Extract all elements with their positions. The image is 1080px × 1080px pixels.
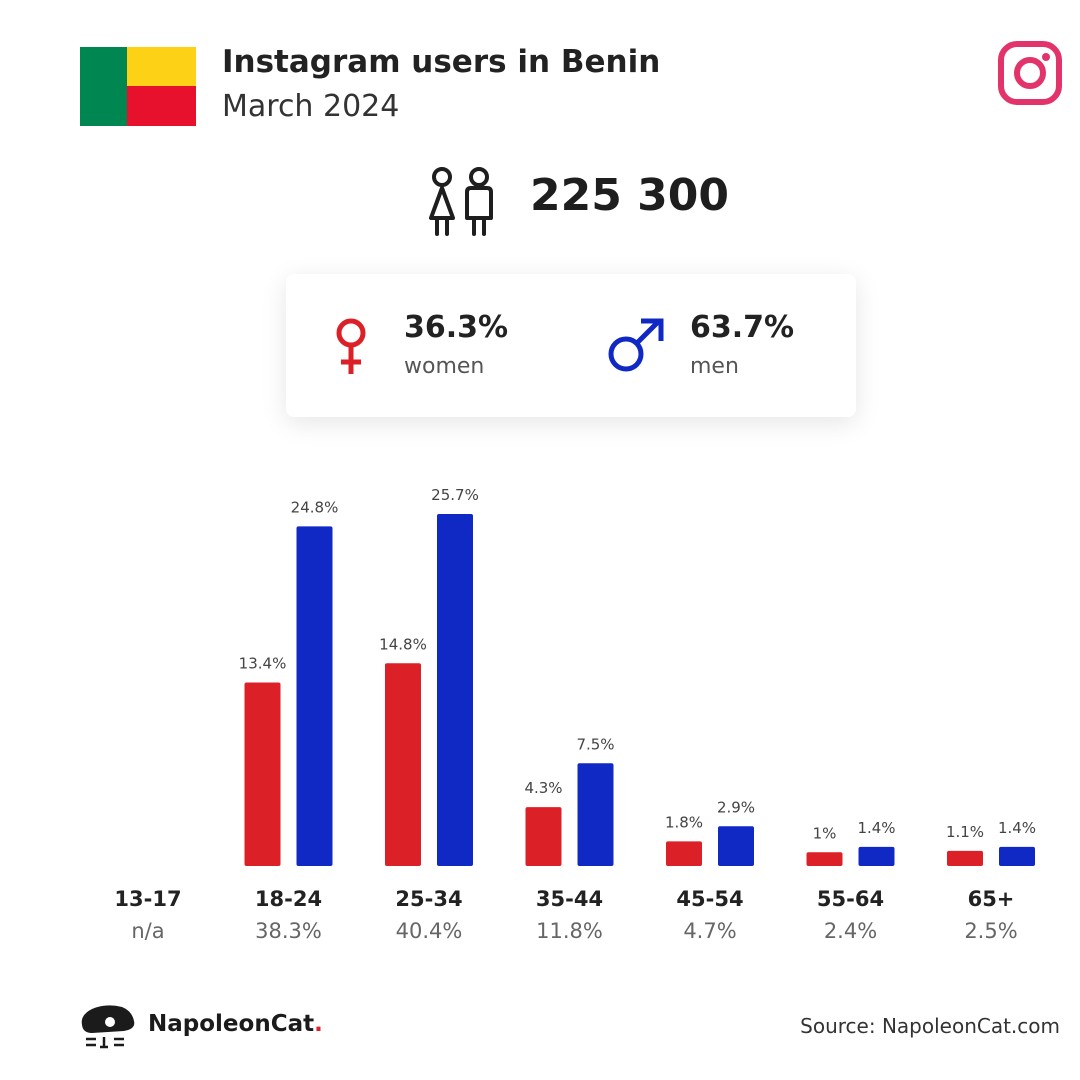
benin-flag (80, 47, 196, 126)
data-label-women-65plus: 1.1% (946, 823, 984, 841)
total-users-value: 225 300 (530, 170, 730, 221)
bar-women-65plus (947, 850, 983, 866)
age-category-label-55-64: 55-64 (817, 887, 884, 911)
source-credit: Source: NapoleonCat.com (800, 1014, 1060, 1038)
data-label-men-25-34: 25.7% (431, 486, 479, 504)
age-category-total-13-17: n/a (131, 919, 164, 943)
data-label-women-55-64: 1% (813, 824, 837, 842)
page-subtitle: March 2024 (222, 89, 400, 124)
age-category-label-35-44: 35-44 (536, 887, 603, 911)
brand-name: NapoleonCat. (148, 1011, 323, 1037)
flag-yellow-stripe (127, 47, 196, 86)
brand-dot: . (314, 1011, 323, 1037)
bar-women-45-54 (666, 841, 702, 866)
men-percentage: 63.7% (690, 310, 795, 345)
age-category-label-18-24: 18-24 (255, 887, 322, 911)
flag-green-stripe (80, 47, 127, 126)
instagram-icon (998, 41, 1062, 105)
data-label-women-35-44: 4.3% (524, 779, 562, 797)
bar-women-55-64 (806, 852, 843, 866)
bar-men-45-54 (718, 826, 754, 866)
data-label-men-45-54: 2.9% (717, 798, 755, 816)
page-title: Instagram users in Benin (222, 44, 661, 80)
flag-red-stripe (127, 86, 196, 126)
age-category-total-55-64: 2.4% (824, 919, 877, 943)
age-category-total-18-24: 38.3% (255, 919, 322, 943)
data-label-men-35-44: 7.5% (576, 735, 614, 753)
age-category-total-45-54: 4.7% (683, 919, 736, 943)
age-category-total-65plus: 2.5% (964, 919, 1017, 943)
brand-name-text: NapoleonCat (148, 1011, 315, 1037)
women-label: women (404, 354, 485, 379)
bar-men-35-44 (577, 763, 614, 866)
napoleoncat-logo-icon (81, 1005, 135, 1049)
bar-men-65plus (999, 846, 1035, 866)
bar-women-35-44 (525, 807, 562, 866)
data-label-men-55-64: 1.4% (857, 819, 895, 837)
age-category-label-13-17: 13-17 (114, 887, 181, 911)
male-symbol-icon (608, 318, 664, 372)
bar-men-18-24 (296, 526, 333, 866)
gender-split-card (286, 274, 856, 417)
bar-men-25-34 (437, 514, 473, 866)
age-category-total-35-44: 11.8% (536, 919, 603, 943)
data-label-men-18-24: 24.8% (291, 498, 339, 516)
men-label: men (690, 354, 739, 379)
women-percentage: 36.3% (404, 310, 509, 345)
age-category-label-65plus: 65+ (968, 887, 1015, 911)
age-category-label-25-34: 25-34 (395, 887, 462, 911)
bar-women-25-34 (385, 663, 421, 866)
people-icon (429, 167, 493, 236)
data-label-women-45-54: 1.8% (665, 813, 703, 831)
female-symbol-icon (336, 318, 366, 374)
bar-women-18-24 (244, 682, 281, 866)
age-category-total-25-34: 40.4% (396, 919, 463, 943)
bar-men-55-64 (858, 846, 895, 866)
data-label-women-25-34: 14.8% (379, 635, 427, 653)
data-label-women-18-24: 13.4% (239, 654, 287, 672)
data-label-men-65plus: 1.4% (998, 819, 1036, 837)
age-category-label-45-54: 45-54 (676, 887, 743, 911)
